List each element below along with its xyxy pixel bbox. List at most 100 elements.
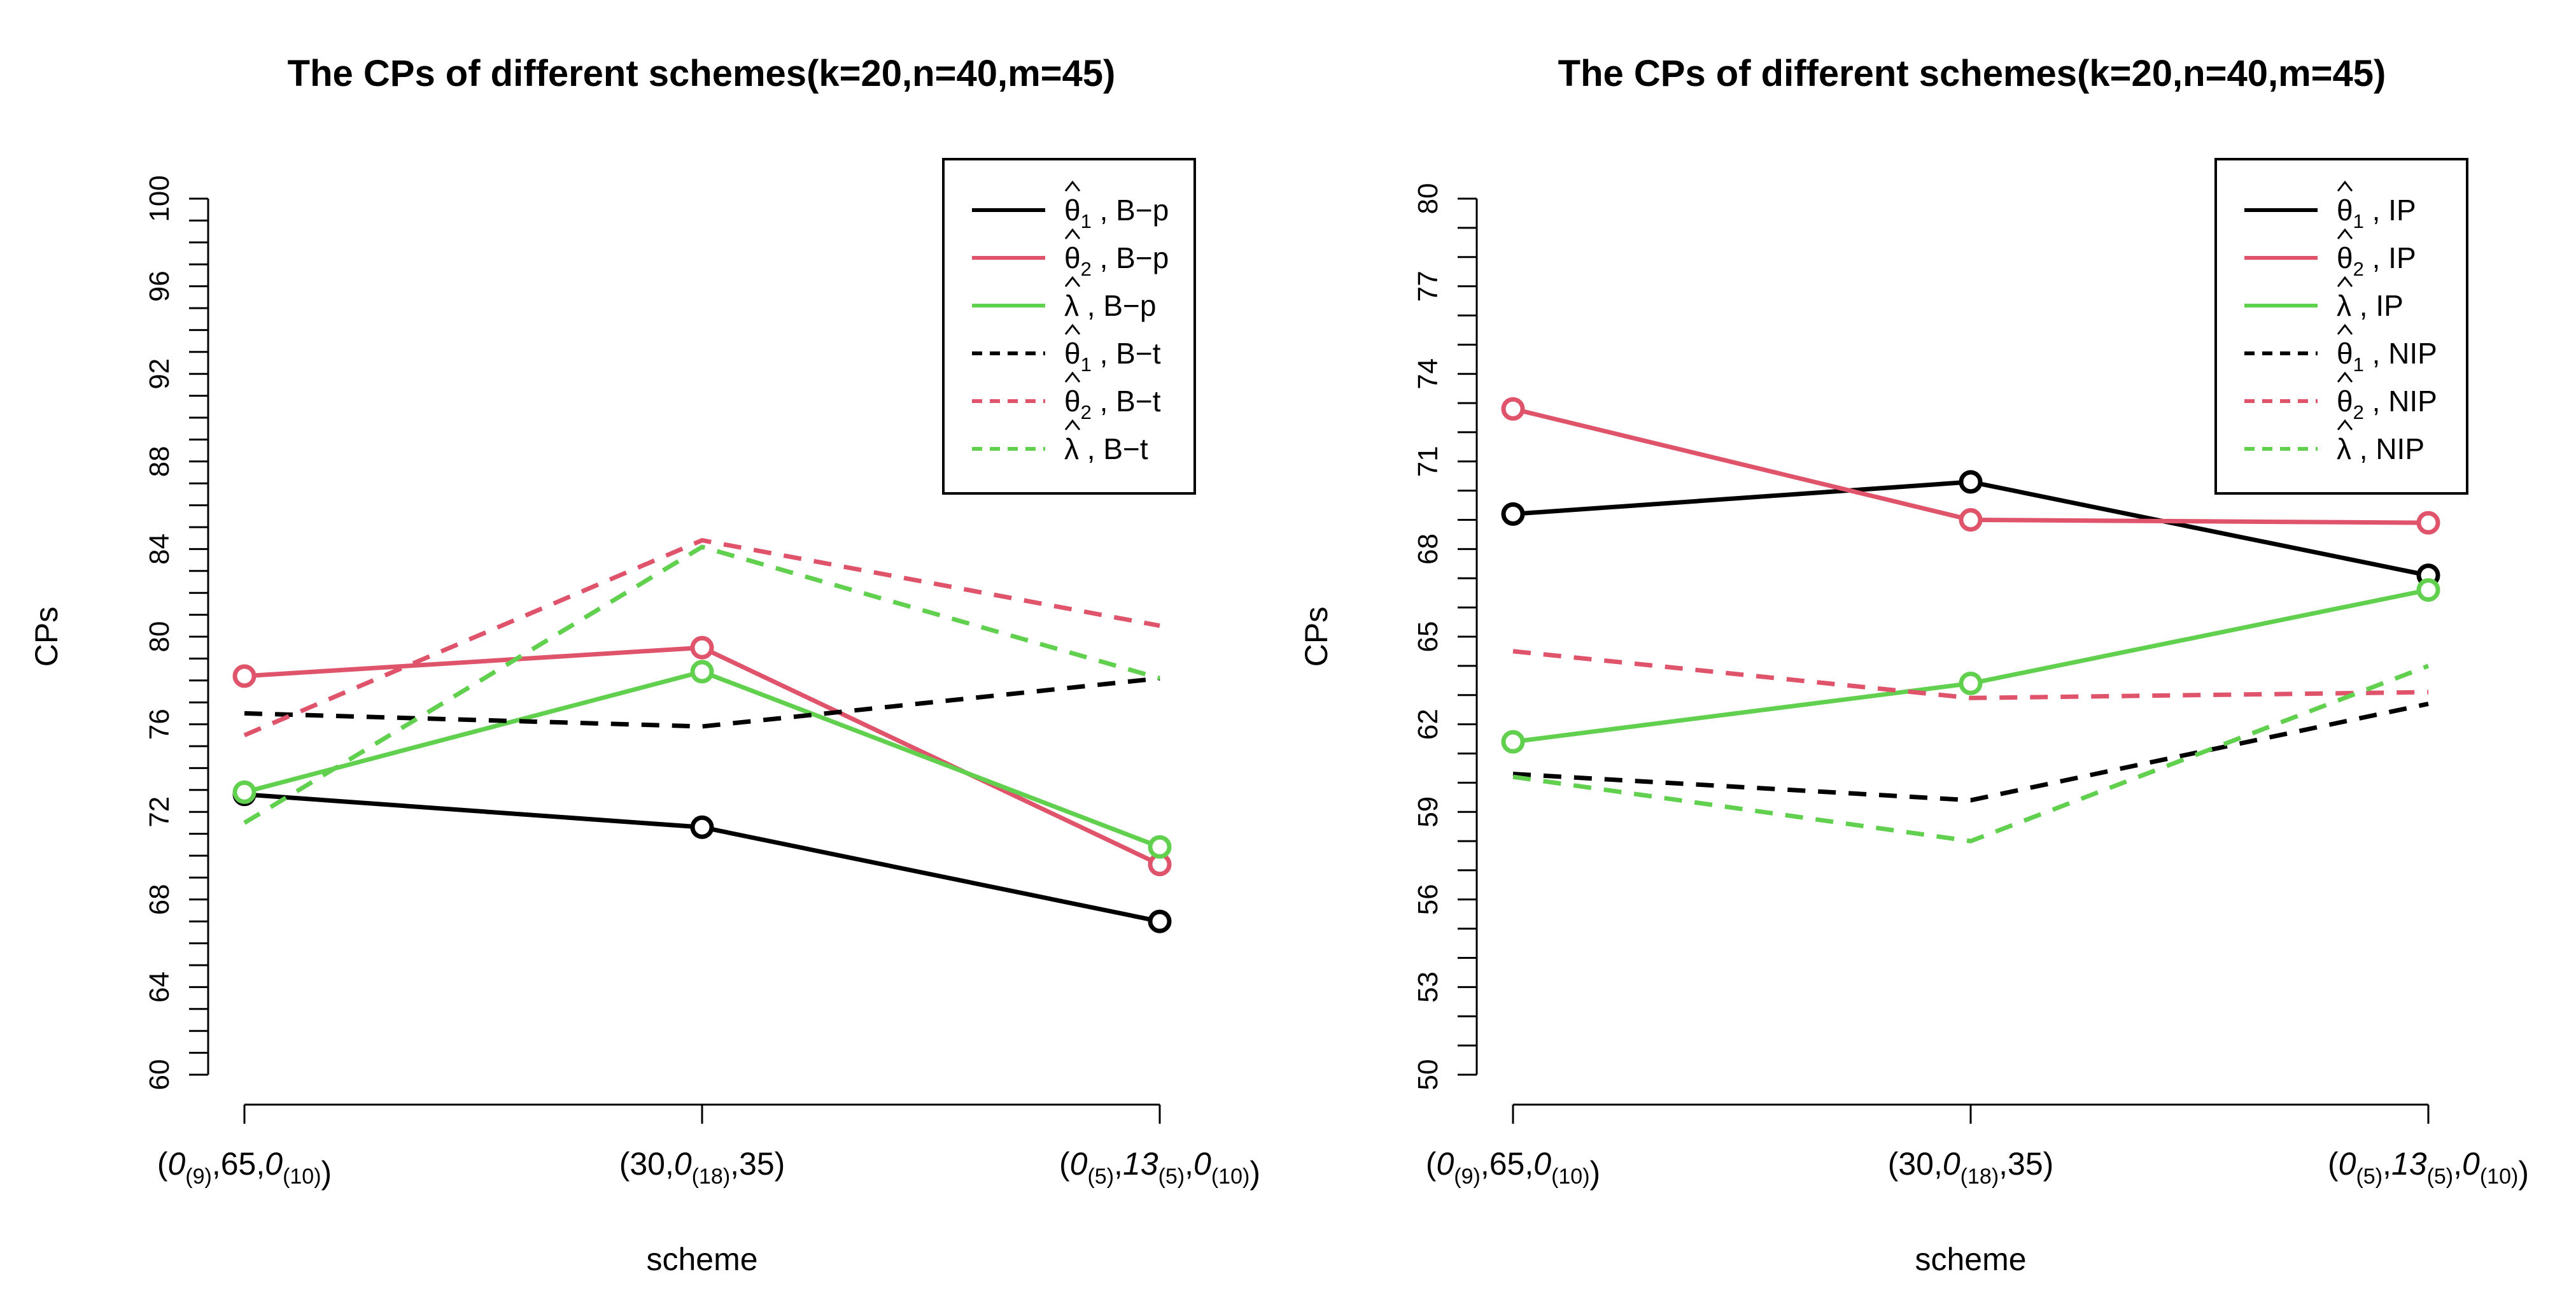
category-part: 0 bbox=[265, 1146, 283, 1182]
series-line-5 bbox=[1512, 649, 2429, 700]
y-tick-label: 84 bbox=[144, 534, 175, 565]
chart-panel-2: The CPs of different schemes(k=20,n=40,m… bbox=[1299, 53, 2529, 1277]
legend-label: λ , B−p bbox=[1064, 289, 1156, 322]
y-tick-label: 80 bbox=[1412, 183, 1444, 215]
data-point bbox=[1501, 502, 1525, 526]
category-part: ( bbox=[1059, 1146, 1070, 1182]
legend-label: θ1 , B−t bbox=[1064, 337, 1161, 376]
category-subscript: (18) bbox=[1960, 1164, 1999, 1189]
category-part: ) bbox=[2518, 1155, 2529, 1191]
legend-method: , IP bbox=[2351, 289, 2404, 322]
data-point bbox=[1959, 508, 1983, 532]
x-axis-title: scheme bbox=[1915, 1242, 2026, 1277]
chart-panel-1: The CPs of different schemes(k=20,n=40,m… bbox=[29, 53, 1260, 1277]
data-point bbox=[690, 815, 714, 839]
legend-subscript: 1 bbox=[2353, 353, 2364, 376]
data-point bbox=[232, 780, 257, 804]
legend-symbol: θ bbox=[2337, 337, 2353, 370]
hat-accent bbox=[1064, 276, 1081, 287]
legend-label: θ1 , IP bbox=[2337, 194, 2416, 232]
legend-box bbox=[942, 158, 1196, 495]
hat-accent bbox=[2337, 419, 2353, 430]
data-point bbox=[1148, 835, 1172, 859]
data-point bbox=[1959, 470, 1983, 494]
category-part: , bbox=[2382, 1146, 2391, 1182]
category-part: (30, bbox=[1888, 1146, 1943, 1182]
y-tick-label: 60 bbox=[144, 1059, 175, 1091]
legend-symbol: θ bbox=[1064, 194, 1081, 227]
hat-accent bbox=[1064, 371, 1081, 383]
y-tick-label: 50 bbox=[1412, 1059, 1444, 1091]
hat-accent bbox=[1064, 228, 1081, 239]
category-subscript: (10) bbox=[1211, 1164, 1249, 1189]
x-tick-label: (0(5),13(5),0(10)) bbox=[2328, 1146, 2529, 1191]
data-point bbox=[1148, 909, 1172, 933]
legend-label: θ2 , IP bbox=[2337, 241, 2416, 280]
y-tick-label: 62 bbox=[1412, 709, 1444, 740]
y-tick-label: 65 bbox=[1412, 621, 1444, 653]
data-point bbox=[1501, 397, 1525, 421]
hat-accent bbox=[2337, 180, 2353, 192]
y-tick-label: 72 bbox=[144, 796, 175, 828]
category-part: , bbox=[2453, 1146, 2462, 1182]
x-axis-title: scheme bbox=[646, 1242, 757, 1277]
data-point bbox=[1501, 730, 1525, 754]
data-point bbox=[232, 664, 257, 688]
y-tick-label: 77 bbox=[1412, 271, 1444, 302]
y-tick-label: 80 bbox=[144, 621, 175, 653]
data-point bbox=[2416, 578, 2440, 602]
legend-subscript: 2 bbox=[1081, 258, 1092, 280]
series-line-1 bbox=[244, 792, 1160, 924]
legend-symbol: θ bbox=[2337, 194, 2353, 227]
legend-label: θ1 , NIP bbox=[2337, 337, 2437, 376]
y-tick-label: 68 bbox=[144, 884, 175, 915]
category-part: , bbox=[1185, 1146, 1193, 1182]
y-tick-label: 59 bbox=[1412, 796, 1444, 828]
legend-subscript: 1 bbox=[2353, 210, 2364, 232]
category-part: 0 bbox=[1533, 1146, 1551, 1182]
legend-symbol: θ bbox=[1064, 337, 1081, 370]
category-subscript: (10) bbox=[1551, 1164, 1589, 1189]
category-part: 0 bbox=[2462, 1146, 2480, 1182]
category-subscript: (5) bbox=[1158, 1164, 1185, 1189]
y-tick-label: 56 bbox=[1412, 884, 1444, 915]
y-tick-label: 71 bbox=[1412, 446, 1444, 477]
legend-method: , B−t bbox=[1092, 337, 1161, 370]
category-subscript: (5) bbox=[2427, 1164, 2454, 1189]
y-tick-label: 74 bbox=[1412, 358, 1444, 390]
category-part: 0 bbox=[2339, 1146, 2356, 1182]
y-tick-label: 68 bbox=[1412, 534, 1444, 565]
y-tick-label: 76 bbox=[144, 709, 175, 740]
legend-method: , B−p bbox=[1092, 241, 1169, 274]
category-part: ( bbox=[1426, 1146, 1437, 1182]
y-tick-label: 53 bbox=[1412, 972, 1444, 1003]
legend-method: , IP bbox=[2364, 241, 2416, 274]
y-axis-title: CPs bbox=[29, 607, 64, 667]
series-line-6 bbox=[243, 544, 1160, 825]
y-tick-label: 100 bbox=[144, 175, 175, 222]
hat-accent bbox=[2337, 276, 2353, 287]
x-tick-label: (0(9),65,0(10)) bbox=[1426, 1146, 1600, 1191]
hat-accent bbox=[1064, 419, 1081, 430]
legend-method: , NIP bbox=[2364, 337, 2437, 370]
category-part: ,35) bbox=[1999, 1146, 2053, 1182]
data-point bbox=[1959, 671, 1983, 695]
category-part: 0 bbox=[167, 1146, 185, 1182]
legend-method: , NIP bbox=[2351, 432, 2425, 465]
hat-accent bbox=[2337, 228, 2353, 239]
category-subscript: (9) bbox=[185, 1164, 212, 1189]
category-subscript: (9) bbox=[1454, 1164, 1481, 1189]
y-tick-label: 88 bbox=[144, 446, 175, 477]
category-subscript: (5) bbox=[2356, 1164, 2382, 1189]
legend-method: , B−p bbox=[1092, 194, 1169, 227]
hat-accent bbox=[2337, 371, 2353, 383]
category-part: 0 bbox=[674, 1146, 692, 1182]
data-point bbox=[690, 635, 714, 660]
category-part: 0 bbox=[1070, 1146, 1088, 1182]
legend-subscript: 2 bbox=[2353, 258, 2364, 280]
category-subscript: (10) bbox=[283, 1164, 321, 1189]
legend-label: θ2 , B−t bbox=[1064, 385, 1161, 423]
series-line-4 bbox=[1512, 702, 2429, 803]
legend-method: , B−t bbox=[1092, 385, 1161, 418]
